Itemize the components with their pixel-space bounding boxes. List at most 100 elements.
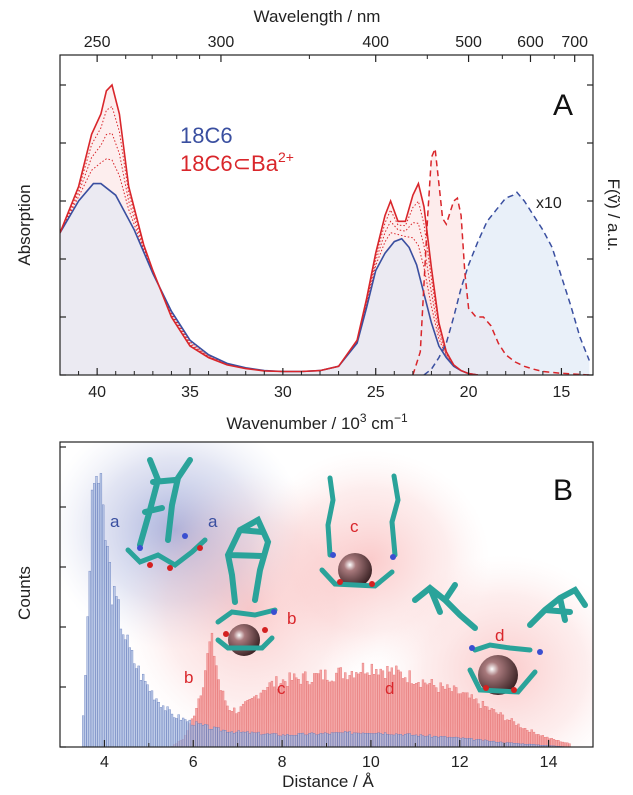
- bar-18c6: [466, 739, 468, 747]
- bar-18c6: [322, 734, 324, 747]
- bar-18c6: [442, 737, 444, 747]
- bar-18c6: [84, 675, 86, 747]
- bar-18c6: [140, 680, 142, 747]
- bar-18c6: [131, 650, 133, 747]
- bar-18c6: [382, 734, 384, 747]
- bar-18c6: [122, 635, 124, 747]
- bar-18c6: [249, 734, 251, 747]
- bar-18c6: [255, 733, 257, 747]
- bar-18c6: [284, 736, 286, 747]
- bar-18c6: [360, 734, 362, 747]
- label-b-hist: b: [184, 668, 193, 687]
- bar-18c6: [160, 707, 162, 747]
- bar-18c6: [484, 740, 486, 747]
- bar-18c6: [93, 483, 95, 747]
- bar-18c6: [198, 724, 200, 747]
- bar-18c6: [455, 737, 457, 747]
- bar-ba: [564, 743, 566, 747]
- bar-18c6: [289, 735, 291, 747]
- bar-18c6: [96, 476, 98, 747]
- bar-18c6: [120, 629, 122, 747]
- bar-18c6: [233, 733, 235, 747]
- bar-18c6: [318, 734, 320, 747]
- bottom-axis-title: Wavenumber / 103 cm−1: [226, 411, 408, 433]
- bar-18c6: [253, 733, 255, 747]
- bar-18c6: [440, 736, 442, 747]
- bar-18c6: [431, 737, 433, 747]
- bar-18c6: [380, 733, 382, 747]
- bar-18c6: [422, 736, 424, 747]
- bar-18c6: [300, 733, 302, 747]
- bar-18c6: [227, 732, 229, 747]
- bar-18c6: [424, 736, 426, 747]
- bar-18c6: [102, 505, 104, 747]
- bar-18c6: [218, 728, 220, 747]
- bar-18c6: [462, 738, 464, 747]
- bar-18c6: [127, 635, 129, 747]
- bar-18c6: [158, 702, 160, 747]
- bar-ba: [431, 679, 433, 747]
- bar-18c6: [202, 725, 204, 747]
- bar-18c6: [189, 720, 191, 747]
- top-tick-label: 400: [362, 34, 389, 51]
- x-tick-label-a: 40: [88, 384, 106, 401]
- bar-18c6: [298, 733, 300, 747]
- label-a-right: a: [208, 512, 218, 531]
- left-axis-title: Absorption: [15, 184, 34, 265]
- bar-18c6: [344, 731, 346, 747]
- bar-18c6: [262, 734, 264, 747]
- bar-18c6: [124, 640, 126, 747]
- bar-18c6: [509, 743, 511, 747]
- bar-18c6: [402, 736, 404, 747]
- bar-18c6: [426, 736, 428, 747]
- bar-18c6: [113, 586, 115, 747]
- right-axis-title: F(ṽ) / a.u.: [604, 179, 623, 252]
- bar-18c6: [138, 666, 140, 747]
- bar-18c6: [375, 733, 377, 747]
- bar-18c6: [209, 729, 211, 747]
- bar-18c6: [475, 740, 477, 747]
- bar-18c6: [333, 733, 335, 747]
- bar-18c6: [167, 707, 169, 747]
- bar-18c6: [486, 741, 488, 747]
- bar-18c6: [151, 691, 153, 747]
- bar-18c6: [111, 605, 113, 747]
- bar-18c6: [211, 729, 213, 747]
- bar-18c6: [473, 740, 475, 747]
- bar-18c6: [180, 720, 182, 747]
- x-tick-label-b: 12: [451, 754, 469, 771]
- bar-18c6: [449, 737, 451, 747]
- bar-18c6: [489, 741, 491, 747]
- bar-18c6: [87, 617, 89, 747]
- bar-18c6: [251, 732, 253, 747]
- bar-18c6: [295, 735, 297, 747]
- bar-18c6: [464, 738, 466, 747]
- x-tick-label-a: 15: [553, 384, 571, 401]
- bar-18c6: [389, 735, 391, 747]
- bar-18c6: [147, 685, 149, 747]
- label-d-structure: d: [495, 626, 504, 645]
- label-c-hist: c: [277, 679, 286, 698]
- bar-18c6: [351, 734, 353, 747]
- bar-18c6: [469, 738, 471, 747]
- bar-18c6: [393, 735, 395, 747]
- bar-18c6: [291, 735, 293, 747]
- label-c-structure: c: [350, 517, 359, 536]
- bar-18c6: [195, 722, 197, 747]
- bar-ba: [495, 713, 497, 747]
- plot-area-a: [60, 85, 589, 375]
- bar-18c6: [335, 732, 337, 747]
- label-b-structure: b: [287, 609, 296, 628]
- bar-ba: [502, 715, 504, 747]
- bar-18c6: [169, 710, 171, 747]
- bar-18c6: [398, 735, 400, 747]
- bar-18c6: [453, 737, 455, 747]
- bar-18c6: [91, 490, 93, 747]
- bar-18c6: [373, 734, 375, 747]
- x-tick-label-a: 35: [181, 384, 199, 401]
- bar-18c6: [355, 733, 357, 747]
- panel-letter-a: A: [553, 89, 573, 122]
- bar-18c6: [136, 669, 138, 747]
- panel-b: a a b c d b c d 4 6 8 10 12 14 Distance / Å C…: [15, 410, 630, 791]
